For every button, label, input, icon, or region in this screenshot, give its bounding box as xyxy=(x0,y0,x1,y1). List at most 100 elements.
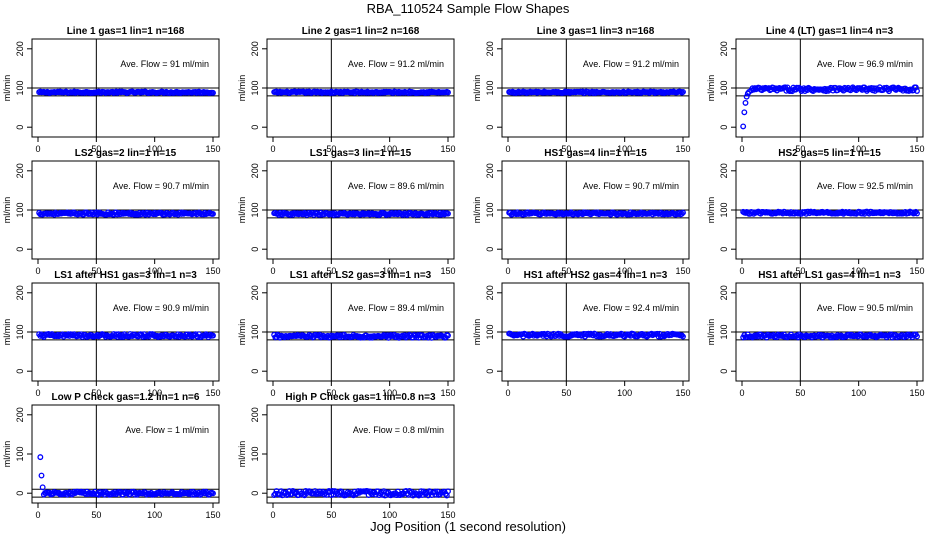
y-tick-label: 0 xyxy=(719,125,729,130)
x-tick-label: 50 xyxy=(326,510,336,520)
y-tick-label: 100 xyxy=(719,80,729,95)
x-tick-label: 0 xyxy=(270,388,275,398)
data-point xyxy=(742,99,749,106)
y-axis-label: ml/min xyxy=(706,197,716,224)
y-tick-label: 200 xyxy=(719,163,729,178)
data-point xyxy=(741,109,748,116)
panel-title: LS1 after LS2 gas=3 lin=1 n=3 xyxy=(290,270,432,281)
y-axis-label: ml/min xyxy=(2,75,12,102)
data-point xyxy=(680,88,686,95)
x-tick-label: 100 xyxy=(617,266,632,276)
ave-flow-annotation: Ave. Flow = 90.9 ml/min xyxy=(113,303,209,313)
chart-panel: HS1 gas=4 lin=1 n=15 0 100 200 ml/min 0 50 100 1… xyxy=(472,148,691,276)
data-point xyxy=(210,490,216,497)
x-tick-label: 100 xyxy=(147,388,162,398)
x-tick-label: 100 xyxy=(147,144,162,154)
ave-flow-annotation: Ave. Flow = 91.2 ml/min xyxy=(583,59,679,69)
y-tick-label: 0 xyxy=(250,247,260,252)
y-axis-label: ml/min xyxy=(2,441,12,468)
data-point xyxy=(680,209,686,216)
y-tick-label: 200 xyxy=(250,407,260,422)
x-tick-label: 50 xyxy=(561,388,571,398)
x-tick-label: 100 xyxy=(617,388,632,398)
panel-title: Low P Check gas=1.2 lin=1 n=6 xyxy=(52,392,200,403)
figure-title: RBA_110524 Sample Flow Shapes xyxy=(366,1,570,16)
y-axis-label: ml/min xyxy=(2,319,12,346)
x-tick-label: 50 xyxy=(326,388,336,398)
data-point xyxy=(782,84,789,91)
panel-title: Line 4 (LT) gas=1 lin=4 n=3 xyxy=(766,26,894,37)
y-tick-label: 100 xyxy=(250,202,260,217)
data-point xyxy=(445,210,451,217)
ave-flow-annotation: Ave. Flow = 90.5 ml/min xyxy=(817,303,913,313)
data-point xyxy=(678,332,685,339)
y-tick-label: 100 xyxy=(250,324,260,339)
x-tick-label: 150 xyxy=(205,388,220,398)
y-tick-label: 100 xyxy=(485,80,495,95)
ave-flow-annotation: Ave. Flow = 89.6 ml/min xyxy=(348,181,444,191)
y-axis-label: ml/min xyxy=(472,197,482,224)
y-axis-label: ml/min xyxy=(237,197,247,224)
y-tick-label: 100 xyxy=(719,324,729,339)
x-tick-label: 50 xyxy=(561,144,571,154)
x-tick-label: 0 xyxy=(505,388,510,398)
x-tick-label: 100 xyxy=(851,144,866,154)
y-tick-label: 0 xyxy=(250,369,260,374)
y-tick-label: 200 xyxy=(15,163,25,178)
chart-panel: Line 2 gas=1 lin=2 n=168 0 100 200 ml/min 0 50… xyxy=(237,26,456,154)
y-tick-label: 200 xyxy=(485,163,495,178)
panel-title: Line 1 gas=1 lin=1 n=168 xyxy=(67,26,185,37)
data-point xyxy=(306,209,313,216)
x-tick-label: 100 xyxy=(382,144,397,154)
panel-title: HS1 after LS1 gas=4 lin=1 n=3 xyxy=(758,270,901,281)
y-axis-label: ml/min xyxy=(472,319,482,346)
panel-title: High P Check gas=1 lin=0.8 n=3 xyxy=(285,392,436,403)
ave-flow-annotation: Ave. Flow = 90.7 ml/min xyxy=(113,181,209,191)
x-tick-label: 150 xyxy=(909,266,924,276)
x-tick-label: 150 xyxy=(440,266,455,276)
chart-panel: LS1 gas=3 lin=1 n=15 0 100 200 ml/min 0 50 100 1… xyxy=(237,148,456,276)
x-tick-label: 100 xyxy=(382,388,397,398)
chart-panel: HS1 after HS2 gas=4 lin=1 n=3 0 100 200 ml/m… xyxy=(472,270,691,398)
chart-panel: LS2 gas=2 lin=1 n=15 0 100 200 ml/min 0 50 100 1… xyxy=(2,148,221,276)
x-tick-label: 0 xyxy=(270,510,275,520)
chart-panel: Low P Check gas=1.2 lin=1 n=6 0 100 200 ml/m… xyxy=(2,392,221,520)
data-point xyxy=(678,210,685,217)
y-tick-label: 200 xyxy=(15,285,25,300)
data-point xyxy=(445,488,451,495)
x-tick-label: 50 xyxy=(795,388,805,398)
x-tick-label: 0 xyxy=(35,388,40,398)
y-tick-label: 200 xyxy=(719,285,729,300)
x-tick-label: 150 xyxy=(440,510,455,520)
y-tick-label: 0 xyxy=(250,491,260,496)
x-tick-label: 100 xyxy=(851,388,866,398)
x-tick-label: 0 xyxy=(35,144,40,154)
ave-flow-annotation: Ave. Flow = 1 ml/min xyxy=(125,425,209,435)
data-point xyxy=(210,89,216,96)
x-tick-label: 150 xyxy=(675,388,690,398)
chart-panel: LS1 after LS2 gas=3 lin=1 n=3 0 100 200 ml/m… xyxy=(237,270,456,398)
chart-panel: Line 4 (LT) gas=1 lin=4 n=3 0 100 200 ml/min… xyxy=(706,26,925,154)
x-tick-label: 150 xyxy=(205,144,220,154)
x-tick-label: 100 xyxy=(147,266,162,276)
data-point xyxy=(785,87,792,93)
y-axis-label: ml/min xyxy=(472,75,482,102)
x-tick-label: 150 xyxy=(205,510,220,520)
y-tick-label: 200 xyxy=(719,41,729,56)
y-tick-label: 200 xyxy=(485,285,495,300)
y-tick-label: 200 xyxy=(485,41,495,56)
x-tick-label: 0 xyxy=(35,266,40,276)
panel-title: LS2 gas=2 lin=1 n=15 xyxy=(75,148,177,159)
data-point xyxy=(914,210,920,217)
panel-title: LS1 gas=3 lin=1 n=15 xyxy=(310,148,412,159)
panel-title: Line 3 gas=1 lin=3 n=168 xyxy=(537,26,655,37)
y-axis-label: ml/min xyxy=(706,319,716,346)
y-tick-label: 100 xyxy=(485,324,495,339)
x-tick-label: 150 xyxy=(205,266,220,276)
ave-flow-annotation: Ave. Flow = 91.2 ml/min xyxy=(348,59,444,69)
x-tick-label: 50 xyxy=(326,266,336,276)
x-tick-label: 150 xyxy=(909,144,924,154)
y-tick-label: 100 xyxy=(15,202,25,217)
